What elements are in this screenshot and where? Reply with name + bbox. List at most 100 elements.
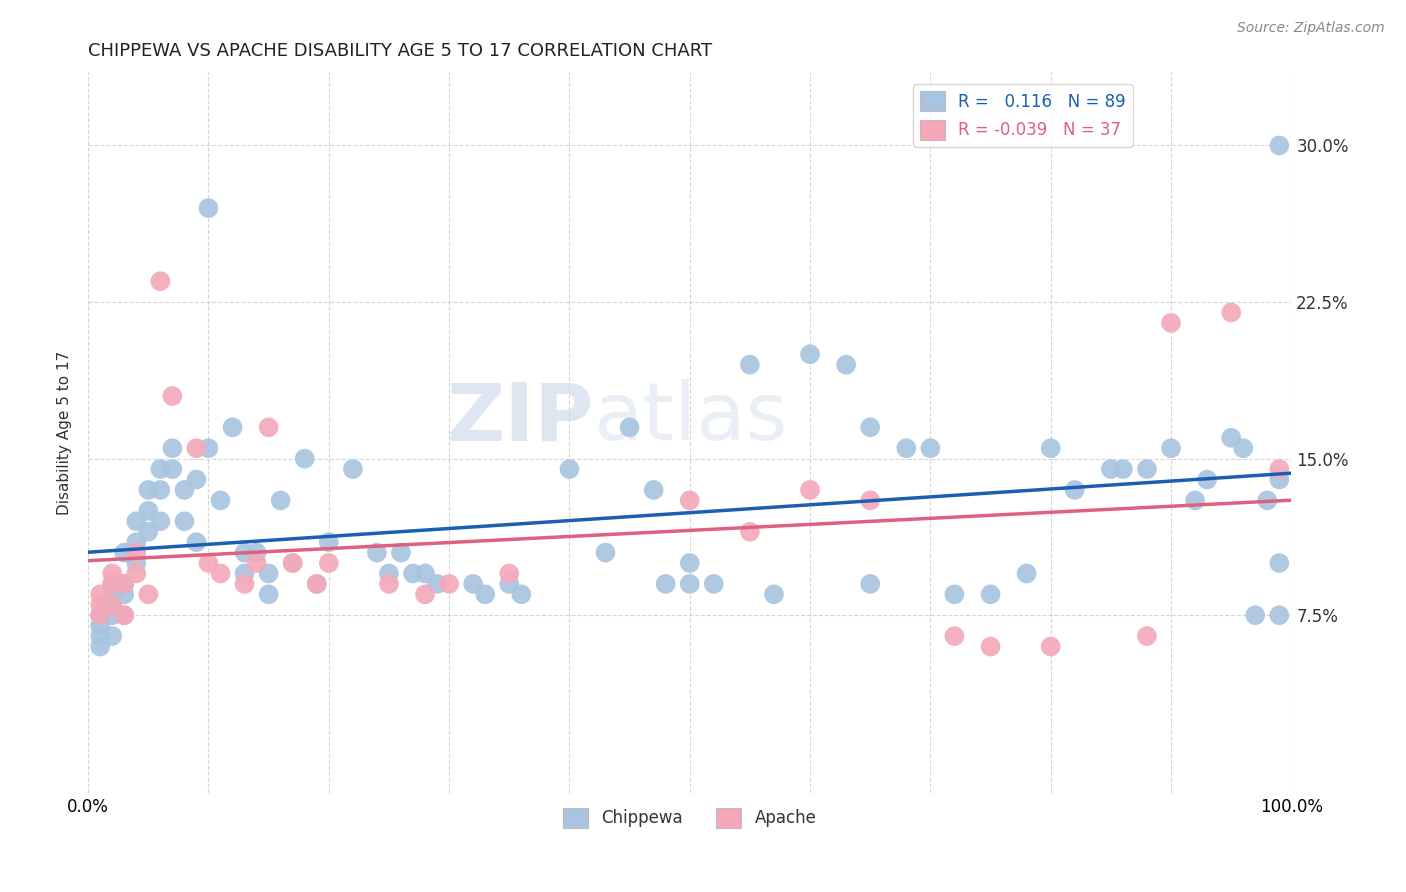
Point xyxy=(643,483,665,497)
Point xyxy=(209,566,232,581)
Point xyxy=(896,441,918,455)
Point xyxy=(233,566,256,581)
Point xyxy=(197,441,219,455)
Point xyxy=(89,608,111,623)
Point xyxy=(136,483,159,497)
Point xyxy=(294,451,316,466)
Point xyxy=(1268,473,1291,487)
Point xyxy=(1184,493,1206,508)
Point xyxy=(654,577,676,591)
Point xyxy=(943,629,966,643)
Point xyxy=(281,556,304,570)
Point xyxy=(463,577,485,591)
Point xyxy=(89,598,111,612)
Point xyxy=(101,608,124,623)
Point xyxy=(1099,462,1122,476)
Point xyxy=(1268,138,1291,153)
Point xyxy=(101,577,124,591)
Point xyxy=(1112,462,1135,476)
Point xyxy=(1220,431,1243,445)
Point xyxy=(281,556,304,570)
Point xyxy=(112,545,135,559)
Point xyxy=(186,535,208,549)
Point xyxy=(619,420,641,434)
Point xyxy=(1256,493,1278,508)
Point xyxy=(859,420,882,434)
Point xyxy=(101,577,124,591)
Point xyxy=(305,577,328,591)
Point xyxy=(378,577,401,591)
Point xyxy=(162,462,184,476)
Y-axis label: Disability Age 5 to 17: Disability Age 5 to 17 xyxy=(58,351,72,515)
Point xyxy=(426,577,449,591)
Point xyxy=(498,577,520,591)
Point xyxy=(413,587,436,601)
Point xyxy=(162,441,184,455)
Point xyxy=(209,493,232,508)
Text: Source: ZipAtlas.com: Source: ZipAtlas.com xyxy=(1237,21,1385,35)
Point xyxy=(257,420,280,434)
Point xyxy=(173,483,195,497)
Point xyxy=(318,535,340,549)
Point xyxy=(1063,483,1085,497)
Point xyxy=(136,524,159,539)
Point xyxy=(173,514,195,528)
Point xyxy=(257,566,280,581)
Point xyxy=(318,556,340,570)
Legend: Chippewa, Apache: Chippewa, Apache xyxy=(557,801,823,835)
Point xyxy=(221,420,243,434)
Point xyxy=(703,577,725,591)
Text: ZIP: ZIP xyxy=(446,379,593,457)
Point xyxy=(366,545,388,559)
Point xyxy=(1160,316,1182,330)
Point xyxy=(101,598,124,612)
Point xyxy=(246,556,269,570)
Point xyxy=(413,566,436,581)
Point xyxy=(149,462,172,476)
Point xyxy=(89,640,111,654)
Point xyxy=(305,577,328,591)
Point xyxy=(136,504,159,518)
Point xyxy=(125,566,148,581)
Point xyxy=(112,587,135,601)
Point xyxy=(186,473,208,487)
Point xyxy=(980,640,1002,654)
Point xyxy=(112,577,135,591)
Point xyxy=(342,462,364,476)
Point xyxy=(233,577,256,591)
Point xyxy=(738,524,761,539)
Point xyxy=(980,587,1002,601)
Point xyxy=(799,347,821,361)
Point xyxy=(125,535,148,549)
Point xyxy=(89,608,111,623)
Point xyxy=(1268,608,1291,623)
Point xyxy=(197,556,219,570)
Point xyxy=(679,556,702,570)
Point xyxy=(799,483,821,497)
Point xyxy=(101,566,124,581)
Point xyxy=(1160,441,1182,455)
Point xyxy=(149,274,172,288)
Point xyxy=(101,587,124,601)
Point xyxy=(920,441,942,455)
Point xyxy=(378,566,401,581)
Point xyxy=(149,483,172,497)
Point xyxy=(1268,556,1291,570)
Point xyxy=(859,577,882,591)
Point xyxy=(762,587,785,601)
Point xyxy=(389,545,412,559)
Point xyxy=(1268,462,1291,476)
Point xyxy=(835,358,858,372)
Point xyxy=(125,545,148,559)
Point xyxy=(943,587,966,601)
Point xyxy=(89,587,111,601)
Point xyxy=(101,598,124,612)
Point xyxy=(270,493,292,508)
Point xyxy=(402,566,425,581)
Point xyxy=(510,587,533,601)
Point xyxy=(89,629,111,643)
Point xyxy=(125,556,148,570)
Point xyxy=(1244,608,1267,623)
Point xyxy=(246,545,269,559)
Point xyxy=(1136,629,1159,643)
